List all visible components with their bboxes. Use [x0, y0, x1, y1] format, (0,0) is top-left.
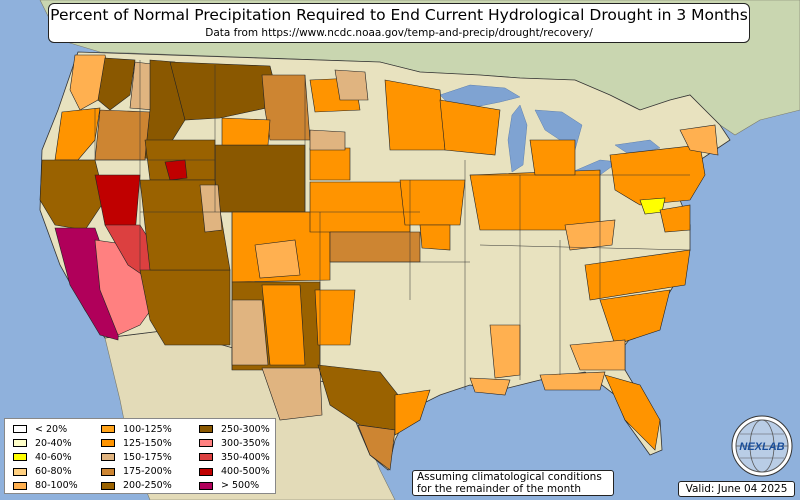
legend-item: 300-350% [199, 436, 270, 450]
region-mn [384, 79, 446, 151]
region-sc [599, 289, 671, 346]
legend-label: 80-100% [35, 480, 78, 492]
legend-item: 250-300% [199, 422, 270, 436]
region-va [659, 204, 691, 233]
legend-label: 150-175% [123, 451, 172, 463]
region-ms [489, 324, 521, 379]
map-subtitle: Data from https://www.ncdc.noaa.gov/temp… [205, 27, 593, 39]
region-ky-light [564, 219, 616, 251]
legend-swatch [13, 481, 27, 490]
region-ks [329, 231, 421, 263]
legend-label: 40-60% [35, 451, 72, 463]
legend-item: 125-150% [101, 436, 172, 450]
legend-swatch [101, 425, 115, 433]
legend-swatch [199, 425, 213, 433]
legend-label: 100-125% [123, 423, 172, 435]
region-sd-tan [309, 129, 346, 151]
region-ut-tan [199, 184, 223, 233]
legend-item: 200-250% [101, 479, 172, 493]
region-sd-orange [309, 147, 351, 181]
region-mt-orange [221, 117, 271, 146]
region-ia [399, 179, 466, 226]
note-line-2: for the remainder of the month [417, 483, 582, 495]
region-mi-lower [529, 139, 576, 176]
region-co-light [254, 239, 301, 279]
legend-item: 400-500% [199, 465, 270, 479]
region-fl-panhandle [539, 371, 606, 391]
legend-label: 250-300% [221, 423, 270, 435]
legend-swatch [13, 453, 27, 462]
region-id-red [164, 159, 188, 181]
legend-swatch [101, 467, 115, 476]
globe-logo-icon: NEXLAB [731, 415, 793, 477]
legend-swatch [13, 425, 27, 433]
legend-label: 175-200% [123, 466, 172, 478]
region-ok [314, 289, 356, 346]
legend-swatch [13, 467, 27, 476]
legend-label: 20-40% [35, 437, 72, 449]
region-wa-east [97, 57, 136, 111]
note-line-1: Assuming climatological conditions [417, 471, 602, 483]
legend-swatch [13, 439, 27, 448]
region-fl [604, 374, 661, 451]
region-la [469, 377, 511, 396]
region-nm-tan [231, 299, 269, 366]
region-mt [169, 61, 281, 121]
drought-regions [39, 54, 719, 471]
legend-item: 20-40% [13, 436, 72, 450]
region-in-oh [469, 169, 601, 231]
legend-item: 80-100% [13, 479, 78, 493]
region-or-east [94, 109, 151, 161]
region-or-west [54, 107, 101, 161]
legend-label: < 20% [35, 423, 68, 435]
legend-item: < 20% [13, 422, 67, 436]
legend-swatch [199, 467, 213, 476]
logo-text: NEXLAB [739, 441, 784, 453]
region-nm-orange [261, 284, 306, 366]
region-tx-south [357, 424, 396, 471]
region-tx-coast [394, 389, 431, 436]
region-ne-coast [679, 124, 719, 156]
legend-label: 350-400% [221, 451, 270, 463]
legend-swatch [199, 453, 213, 462]
legend-label: 400-500% [221, 466, 270, 478]
valid-date: Valid: June 04 2025 [678, 481, 795, 497]
legend-item: 100-125% [101, 422, 172, 436]
region-mt-east [261, 74, 311, 141]
assumption-note: Assuming climatological conditions for t… [412, 470, 614, 496]
region-tx-west [261, 367, 323, 421]
region-nc [584, 249, 691, 301]
legend-swatch [101, 453, 115, 462]
legend-item: 60-80% [13, 465, 72, 479]
legend-label: 60-80% [35, 466, 72, 478]
legend-label: 125-150% [123, 437, 172, 449]
legend-item: 40-60% [13, 450, 72, 464]
legend-swatch [101, 481, 115, 490]
region-ar [419, 224, 451, 251]
legend-item: 175-200% [101, 465, 172, 479]
state-borders [60, 60, 691, 390]
title-box: Percent of Normal Precipitation Required… [48, 3, 750, 43]
region-nd-tan [334, 69, 369, 101]
legend-item: 150-175% [101, 450, 172, 464]
region-wi-mi [439, 99, 501, 156]
region-wy [214, 144, 306, 213]
region-ga-coast [569, 339, 626, 371]
legend-label: > 500% [221, 480, 260, 492]
legend-item: > 500% [199, 479, 259, 493]
great-lakes [439, 84, 661, 183]
legend: < 20% 20-40% 40-60% 60-80% 80-100% 100-125% 12… [4, 418, 276, 494]
legend-swatch [199, 481, 213, 490]
legend-label: 200-250% [123, 480, 172, 492]
legend-item: 350-400% [199, 450, 270, 464]
map-title: Percent of Normal Precipitation Required… [50, 6, 748, 24]
region-ne [309, 181, 411, 233]
legend-swatch [101, 439, 115, 448]
legend-label: 300-350% [221, 437, 270, 449]
legend-swatch [199, 439, 213, 448]
